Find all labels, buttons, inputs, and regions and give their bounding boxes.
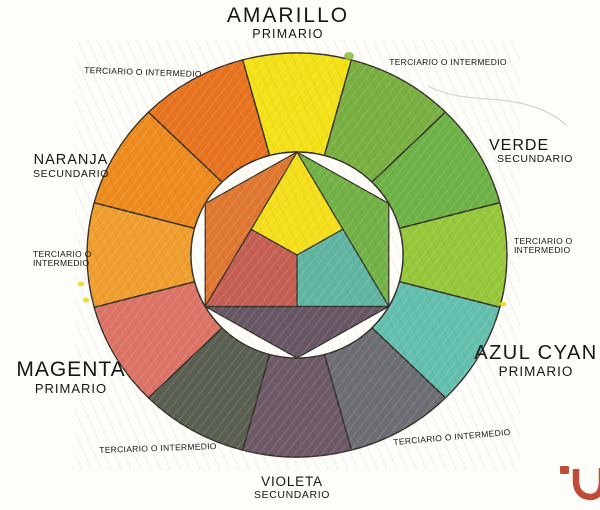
label-violeta-line-2: SECUNDARIO bbox=[253, 488, 331, 501]
label-terciario-right: TERCIARIO O INTERMEDIO bbox=[514, 236, 573, 256]
label-amarillo: AMARILLO PRIMARIO bbox=[226, 4, 350, 41]
label-verde: VERDE SECUNDARIO bbox=[489, 137, 573, 166]
label-naranja-line-1: NARANJA bbox=[33, 152, 109, 168]
label-magenta-line-2: PRIMARIO bbox=[34, 380, 108, 396]
yellow-speck bbox=[82, 297, 90, 303]
watermark-glyph bbox=[560, 466, 600, 501]
label-verde-line-1: VERDE bbox=[489, 137, 550, 154]
label-amarillo-line-2: PRIMARIO bbox=[252, 26, 324, 41]
label-magenta: MAGENTA PRIMARIO bbox=[16, 358, 126, 396]
label-verde-line-2: SECUNDARIO bbox=[497, 153, 574, 166]
label-azul-cyan-line-2: PRIMARIO bbox=[498, 363, 574, 379]
label-naranja-line-2: SECUNDARIO bbox=[32, 167, 110, 180]
yellow-speck bbox=[77, 281, 85, 287]
label-terciario-left: TERCIARIO O INTERMEDIO bbox=[33, 249, 92, 269]
yellow-speck bbox=[499, 301, 507, 307]
label-terciario-top-right: TERCIARIO O INTERMEDIO bbox=[389, 57, 507, 67]
label-violeta-line-1: VIOLETA bbox=[261, 474, 323, 489]
label-terciario-right-line-2: INTERMEDIO bbox=[514, 245, 571, 256]
label-terciario-left-line-1: TERCIARIO O bbox=[33, 249, 92, 259]
label-azul-cyan: AZUL CYAN PRIMARIO bbox=[474, 342, 598, 379]
label-amarillo-line-1: AMARILLO bbox=[226, 4, 350, 27]
label-violeta: VIOLETA SECUNDARIO bbox=[253, 474, 331, 501]
label-azul-cyan-line-1: AZUL CYAN bbox=[474, 342, 598, 364]
label-naranja: NARANJA SECUNDARIO bbox=[32, 152, 110, 180]
label-terciario-right-line-1: TERCIARIO O bbox=[514, 236, 573, 246]
label-magenta-line-1: MAGENTA bbox=[16, 358, 126, 381]
label-terciario-left-line-2: INTERMEDIO bbox=[33, 258, 90, 269]
label-terciario-top-right-line-1: TERCIARIO O INTERMEDIO bbox=[389, 57, 507, 67]
green-smudge bbox=[344, 52, 354, 60]
pencil-scribble bbox=[427, 85, 568, 127]
